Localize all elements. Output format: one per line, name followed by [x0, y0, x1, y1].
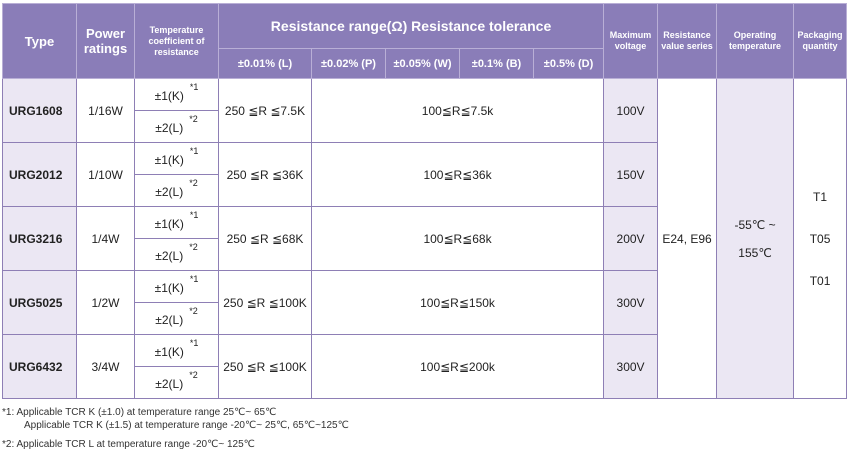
table-row: URG2012 1/10W ±1(K)*1 250 ≦R ≦36K 100≦R≦…: [2, 142, 847, 207]
tcr-cell: ±1(K)*1: [134, 206, 219, 239]
footnotes: *1: Applicable TCR K (±1.0) at temperatu…: [2, 406, 846, 451]
tcr-cell: ±2(L)*2: [134, 366, 219, 399]
voltage-cell: 200V: [603, 206, 659, 271]
tcr-cell: ±2(L)*2: [134, 110, 219, 143]
voltage-cell: 100V: [603, 78, 659, 143]
series-cell: E24, E96: [657, 78, 718, 399]
header-max-voltage: Maximum voltage: [603, 3, 659, 79]
header-tol-d: ±0.5% (D): [532, 48, 605, 79]
type-cell: URG3216: [2, 206, 77, 271]
tcr-cell: ±1(K)*1: [134, 334, 219, 367]
range-l-cell: 250 ≦R ≦7.5K: [218, 78, 312, 143]
header-op-temp: Operating temperature: [716, 3, 795, 79]
tcr-cell: ±2(L)*2: [134, 302, 219, 335]
table-row: URG3216 1/4W ±1(K)*1 250 ≦R ≦68K 100≦R≦6…: [2, 206, 847, 271]
tcr-cell: ±2(L)*2: [134, 238, 219, 271]
range-rest-cell: 100≦R≦7.5k: [310, 78, 605, 143]
power-cell: 3/4W: [76, 334, 135, 399]
header-packaging: Packaging quantity: [793, 3, 848, 79]
header-tol-l: ±0.01% (L): [218, 48, 312, 79]
range-rest-cell: 100≦R≦150k: [310, 270, 605, 335]
power-cell: 1/10W: [76, 142, 135, 207]
voltage-cell: 150V: [603, 142, 659, 207]
footnote-1: *1: Applicable TCR K (±1.0) at temperatu…: [2, 407, 277, 418]
type-cell: URG2012: [2, 142, 77, 207]
power-cell: 1/2W: [76, 270, 135, 335]
tcr-cell: ±1(K)*1: [134, 78, 219, 111]
footnote-1-cont: Applicable TCR K (±1.5) at temperature r…: [24, 420, 349, 431]
header-tol-p: ±0.02% (P): [311, 48, 386, 79]
range-rest-cell: 100≦R≦200k: [310, 334, 605, 399]
type-cell: URG1608: [2, 78, 77, 143]
header-tol-b: ±0.1% (B): [459, 48, 534, 79]
tcr-cell: ±1(K)*1: [134, 142, 219, 175]
type-cell: URG5025: [2, 270, 77, 335]
range-l-cell: 250 ≦R ≦36K: [218, 142, 312, 207]
footnote-2: *2: Applicable TCR L at temperature rang…: [2, 439, 255, 450]
op-temp-cell: -55℃ ~155℃: [716, 78, 795, 399]
spec-table: Type Power ratings Temperature coefficie…: [2, 3, 848, 399]
range-l-cell: 250 ≦R ≦100K: [218, 270, 312, 335]
table-row: URG5025 1/2W ±1(K)*1 250 ≦R ≦100K 100≦R≦…: [2, 270, 847, 335]
header-series: Resistance value series: [657, 3, 718, 79]
header-type: Type: [2, 3, 77, 79]
tcr-cell: ±1(K)*1: [134, 270, 219, 303]
range-rest-cell: 100≦R≦68k: [310, 206, 605, 271]
power-cell: 1/4W: [76, 206, 135, 271]
table-row: URG6432 3/4W ±1(K)*1 250 ≦R ≦100K 100≦R≦…: [2, 334, 847, 399]
voltage-cell: 300V: [603, 270, 659, 335]
table-row: URG1608 1/16W ±1(K)*1 250 ≦R ≦7.5K 100≦R…: [2, 78, 848, 399]
header-range-title: Resistance range(Ω) Resistance tolerance: [217, 3, 605, 49]
type-cell: URG6432: [2, 334, 77, 399]
header-tol-w: ±0.05% (W): [385, 48, 460, 79]
power-cell: 1/16W: [76, 78, 135, 143]
packaging-cell: T1 T05 T01: [793, 78, 848, 399]
range-l-cell: 250 ≦R ≦68K: [218, 206, 312, 271]
header-tcr: Temperature coefficient of resistance: [134, 3, 219, 79]
range-rest-cell: 100≦R≦36k: [310, 142, 605, 207]
voltage-cell: 300V: [603, 334, 659, 399]
header-power: Power ratings: [76, 3, 135, 79]
tcr-cell: ±2(L)*2: [134, 174, 219, 207]
range-l-cell: 250 ≦R ≦100K: [218, 334, 312, 399]
